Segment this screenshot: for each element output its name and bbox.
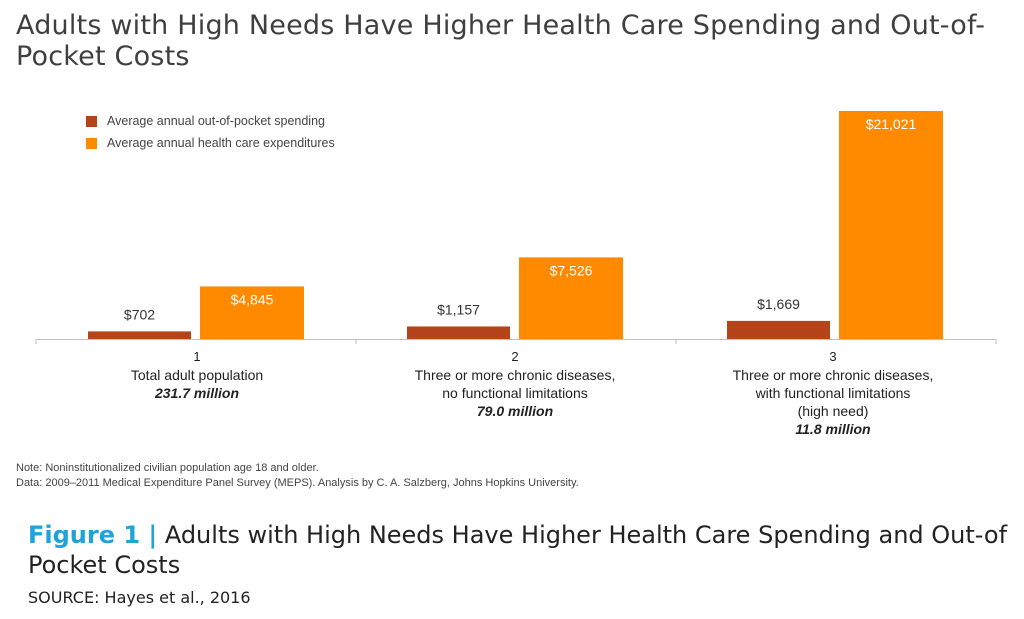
legend-label-oop: Average annual out-of-pocket spending: [107, 114, 325, 128]
data-label-out-of-pocket: $702: [124, 306, 155, 322]
figure-caption-text: Adults with High Needs Have Higher Healt…: [28, 521, 1008, 579]
legend-label-total: Average annual health care expenditures: [107, 136, 335, 150]
bar-out-of-pocket: [407, 326, 510, 339]
category-description-line: Three or more chronic diseases,: [414, 367, 616, 383]
data-label-total-expenditures: $4,845: [231, 291, 274, 307]
data-label-out-of-pocket: $1,157: [437, 301, 480, 317]
category-description-line: Three or more chronic diseases,: [732, 367, 934, 383]
legend-swatch-total: [86, 137, 97, 149]
category-number: 1: [193, 349, 201, 364]
data-label-total-expenditures: $7,526: [550, 262, 593, 278]
legend-item-oop: Average annual out-of-pocket spending: [86, 110, 335, 132]
legend-item-total: Average annual health care expenditures: [86, 132, 335, 154]
bar-total-expenditures: [519, 257, 623, 339]
figure-caption: Figure 1 | Adults with High Needs Have H…: [28, 520, 1008, 580]
category-description-line: (high need): [797, 403, 869, 419]
data-source-text: Data: 2009–2011 Medical Expenditure Pane…: [16, 477, 579, 489]
chart-title: Adults with High Needs Have Higher Healt…: [16, 10, 986, 72]
category-number: 2: [511, 349, 519, 364]
category-population: 231.7 million: [154, 385, 240, 401]
category-label-2: 2 Three or more chronic diseases, no fun…: [370, 348, 660, 420]
data-label-total-expenditures: $21,021: [866, 116, 917, 132]
category-description-line: Total adult population: [130, 367, 264, 383]
legend-swatch-oop: [86, 115, 97, 127]
category-population: 79.0 million: [476, 403, 554, 419]
bar-out-of-pocket: [727, 320, 830, 339]
chart-notes: Note: Noninstitutionalized civilian popu…: [16, 461, 579, 491]
legend: Average annual out-of-pocket spending Av…: [86, 110, 335, 154]
category-label-1: 1 Total adult population 231.7 million: [72, 348, 322, 402]
category-label-3: 3 Three or more chronic diseases, with f…: [688, 348, 978, 438]
bar-total-expenditures: [839, 111, 943, 339]
category-description-line: with functional limitations: [755, 385, 911, 401]
category-description-line: no functional limitations: [442, 385, 588, 401]
source-citation: SOURCE: Hayes et al., 2016: [28, 588, 251, 607]
category-number: 3: [829, 349, 837, 364]
note-text: Note: Noninstitutionalized civilian popu…: [16, 462, 319, 474]
bar-chart: $702 $4,845 $1,157 $7,526 $1,669 $21,021: [35, 111, 997, 344]
bar-out-of-pocket: [88, 331, 191, 339]
category-population: 11.8 million: [795, 421, 871, 437]
bar-total-expenditures: [200, 286, 304, 339]
data-label-out-of-pocket: $1,669: [757, 296, 800, 312]
figure-label: Figure 1 |: [28, 521, 158, 549]
